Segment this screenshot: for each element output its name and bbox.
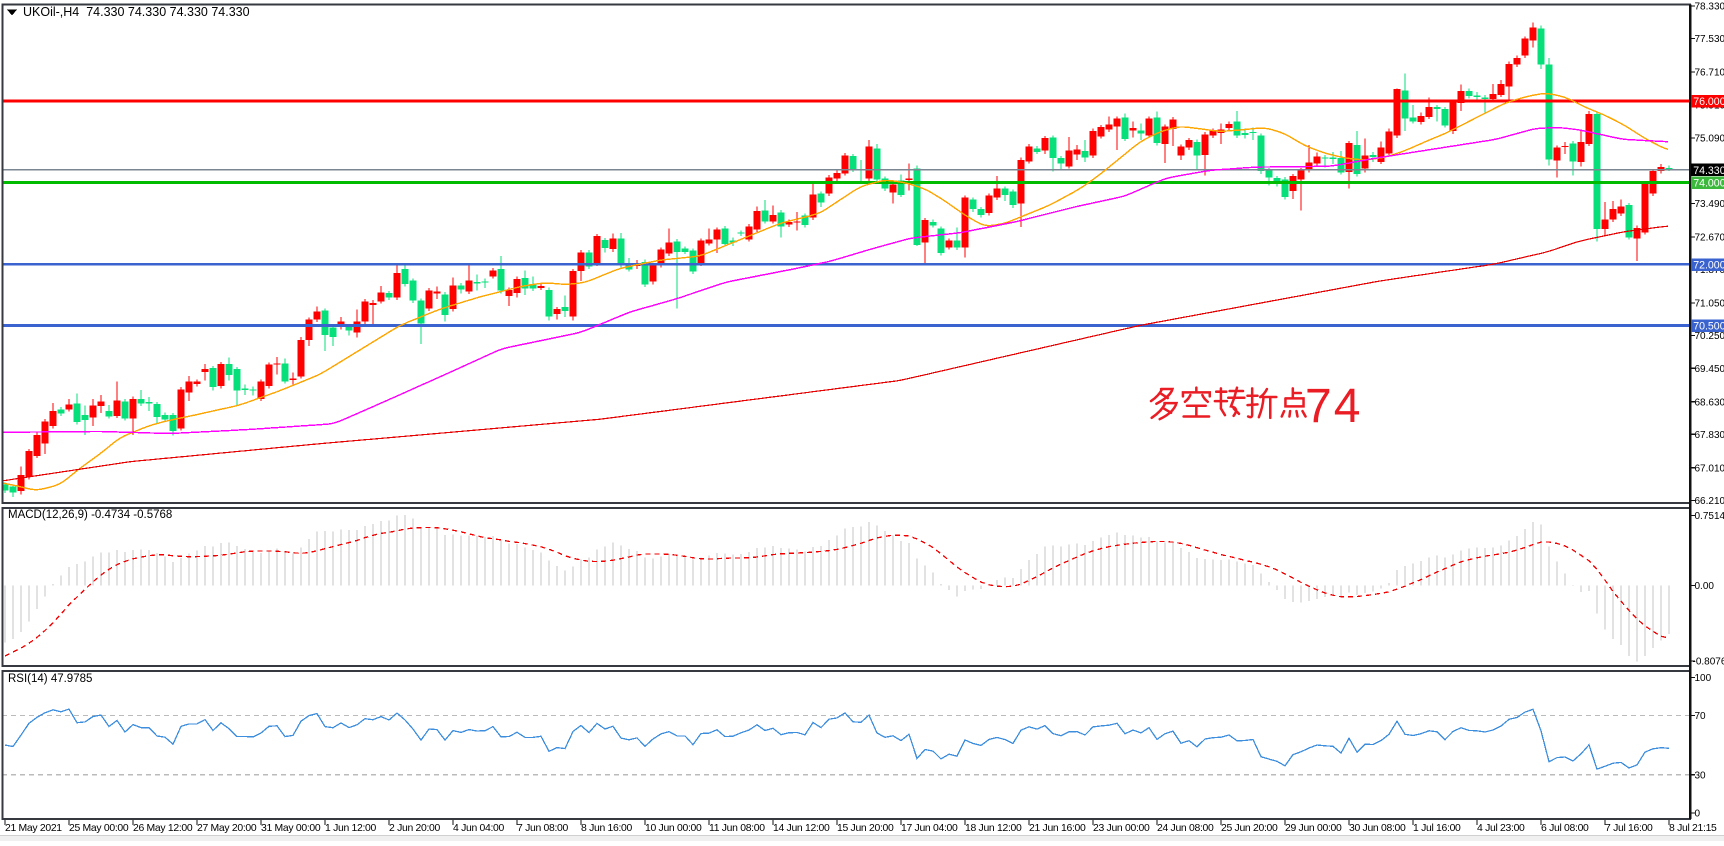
svg-text:6 Jul 08:00: 6 Jul 08:00 — [1541, 823, 1589, 834]
svg-text:2 Jun 20:00: 2 Jun 20:00 — [389, 823, 441, 834]
svg-text:73.490: 73.490 — [1695, 199, 1724, 210]
svg-text:70.500: 70.500 — [1693, 321, 1724, 333]
svg-text:74: 74 — [1305, 380, 1362, 433]
svg-text:7 Jun 08:00: 7 Jun 08:00 — [517, 823, 569, 834]
svg-text:27 May 20:00: 27 May 20:00 — [197, 823, 257, 834]
svg-text:29 Jun 00:00: 29 Jun 00:00 — [1285, 823, 1342, 834]
svg-text:70.250: 70.250 — [1695, 331, 1724, 342]
svg-text:67.010: 67.010 — [1695, 463, 1724, 474]
svg-text:21 May 2021: 21 May 2021 — [5, 823, 62, 834]
svg-text:8 Jun 16:00: 8 Jun 16:00 — [581, 823, 633, 834]
svg-text:30 Jun 08:00: 30 Jun 08:00 — [1349, 823, 1406, 834]
svg-text:71.050: 71.050 — [1695, 299, 1724, 310]
svg-text:0.00: 0.00 — [1695, 581, 1715, 592]
svg-text:68.630: 68.630 — [1695, 397, 1724, 408]
svg-text:23 Jun 00:00: 23 Jun 00:00 — [1093, 823, 1150, 834]
svg-text:76.710: 76.710 — [1695, 68, 1724, 79]
svg-text:30: 30 — [1695, 770, 1707, 781]
svg-text:21 Jun 16:00: 21 Jun 16:00 — [1029, 823, 1086, 834]
svg-text:14 Jun 12:00: 14 Jun 12:00 — [773, 823, 830, 834]
svg-text:100: 100 — [1695, 673, 1712, 684]
svg-text:RSI(14) 47.9785: RSI(14) 47.9785 — [8, 673, 92, 685]
svg-text:78.330: 78.330 — [1695, 2, 1724, 13]
svg-text:25 May 00:00: 25 May 00:00 — [69, 823, 129, 834]
svg-text:26 May 12:00: 26 May 12:00 — [133, 823, 193, 834]
svg-text:75.090: 75.090 — [1695, 134, 1724, 145]
svg-text:8 Jul 21:15: 8 Jul 21:15 — [1669, 823, 1717, 834]
svg-text:74.330: 74.330 — [1693, 165, 1724, 177]
svg-text:15 Jun 20:00: 15 Jun 20:00 — [837, 823, 894, 834]
svg-text:70: 70 — [1695, 711, 1707, 722]
svg-text:4 Jul 23:00: 4 Jul 23:00 — [1477, 823, 1525, 834]
svg-text:-0.8076: -0.8076 — [1693, 657, 1724, 668]
svg-text:74.000: 74.000 — [1693, 178, 1724, 190]
svg-text:10 Jun 00:00: 10 Jun 00:00 — [645, 823, 702, 834]
svg-text:0.7514: 0.7514 — [1695, 511, 1724, 522]
svg-text:69.450: 69.450 — [1695, 364, 1724, 375]
svg-text:67.830: 67.830 — [1695, 430, 1724, 441]
svg-text:72.000: 72.000 — [1693, 260, 1724, 272]
svg-text:18 Jun 12:00: 18 Jun 12:00 — [965, 823, 1022, 834]
svg-text:7 Jul 16:00: 7 Jul 16:00 — [1605, 823, 1653, 834]
svg-text:76.000: 76.000 — [1693, 96, 1724, 108]
svg-text:4 Jun 04:00: 4 Jun 04:00 — [453, 823, 505, 834]
svg-text:24 Jun 08:00: 24 Jun 08:00 — [1157, 823, 1214, 834]
svg-text:66.210: 66.210 — [1695, 496, 1724, 507]
svg-text:31 May 00:00: 31 May 00:00 — [261, 823, 321, 834]
svg-text:0: 0 — [1695, 809, 1701, 820]
svg-text:25 Jun 20:00: 25 Jun 20:00 — [1221, 823, 1278, 834]
svg-text:MACD(12,26,9) -0.4734 -0.5768: MACD(12,26,9) -0.4734 -0.5768 — [8, 509, 172, 521]
svg-text:77.530: 77.530 — [1695, 34, 1724, 45]
svg-text:17 Jun 04:00: 17 Jun 04:00 — [901, 823, 958, 834]
svg-text:11 Jun 08:00: 11 Jun 08:00 — [709, 823, 765, 834]
svg-text:1 Jul 16:00: 1 Jul 16:00 — [1413, 823, 1461, 834]
svg-text:1 Jun 12:00: 1 Jun 12:00 — [325, 823, 377, 834]
svg-text:UKOil-,H4 74.330 74.330 74.33: UKOil-,H4 74.330 74.330 74.330 74.330 — [23, 5, 250, 19]
svg-text:72.670: 72.670 — [1695, 233, 1724, 244]
